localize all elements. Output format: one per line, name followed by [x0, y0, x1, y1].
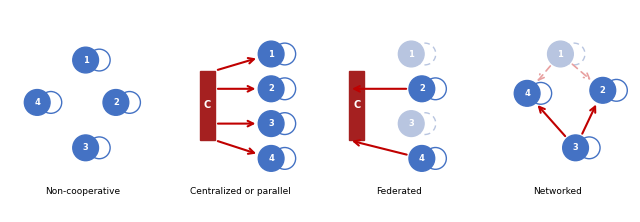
Circle shape	[259, 41, 284, 67]
Text: Centralized or parallel: Centralized or parallel	[191, 187, 291, 196]
Circle shape	[24, 89, 50, 115]
Text: 4: 4	[35, 98, 40, 107]
Bar	[349, 71, 364, 140]
Circle shape	[103, 89, 129, 115]
Circle shape	[590, 77, 616, 103]
Circle shape	[548, 41, 573, 67]
Text: C: C	[204, 100, 211, 111]
Text: 3: 3	[268, 119, 274, 128]
Text: 4: 4	[524, 89, 530, 98]
Circle shape	[409, 76, 435, 102]
Text: 2: 2	[600, 86, 605, 95]
Text: 1: 1	[268, 50, 274, 59]
Bar	[200, 71, 215, 140]
Text: 3: 3	[573, 143, 579, 152]
Circle shape	[259, 146, 284, 171]
Circle shape	[259, 76, 284, 102]
Text: 3: 3	[408, 119, 414, 128]
Text: 4: 4	[419, 154, 425, 163]
Circle shape	[259, 111, 284, 137]
Circle shape	[563, 135, 588, 161]
Text: 1: 1	[83, 56, 88, 65]
Text: 3: 3	[83, 143, 88, 152]
Text: 1: 1	[408, 50, 414, 59]
Text: 2: 2	[268, 84, 274, 93]
Circle shape	[73, 135, 99, 161]
Text: 4: 4	[268, 154, 274, 163]
Text: Non-cooperative: Non-cooperative	[45, 187, 120, 196]
Text: C: C	[353, 100, 360, 111]
Circle shape	[73, 47, 99, 73]
Text: Networked: Networked	[533, 187, 582, 196]
Text: 2: 2	[419, 84, 425, 93]
Circle shape	[398, 111, 424, 137]
Text: Federated: Federated	[376, 187, 422, 196]
Text: 2: 2	[113, 98, 119, 107]
Text: 1: 1	[557, 50, 563, 59]
Circle shape	[515, 81, 540, 106]
Circle shape	[398, 41, 424, 67]
Circle shape	[409, 146, 435, 171]
